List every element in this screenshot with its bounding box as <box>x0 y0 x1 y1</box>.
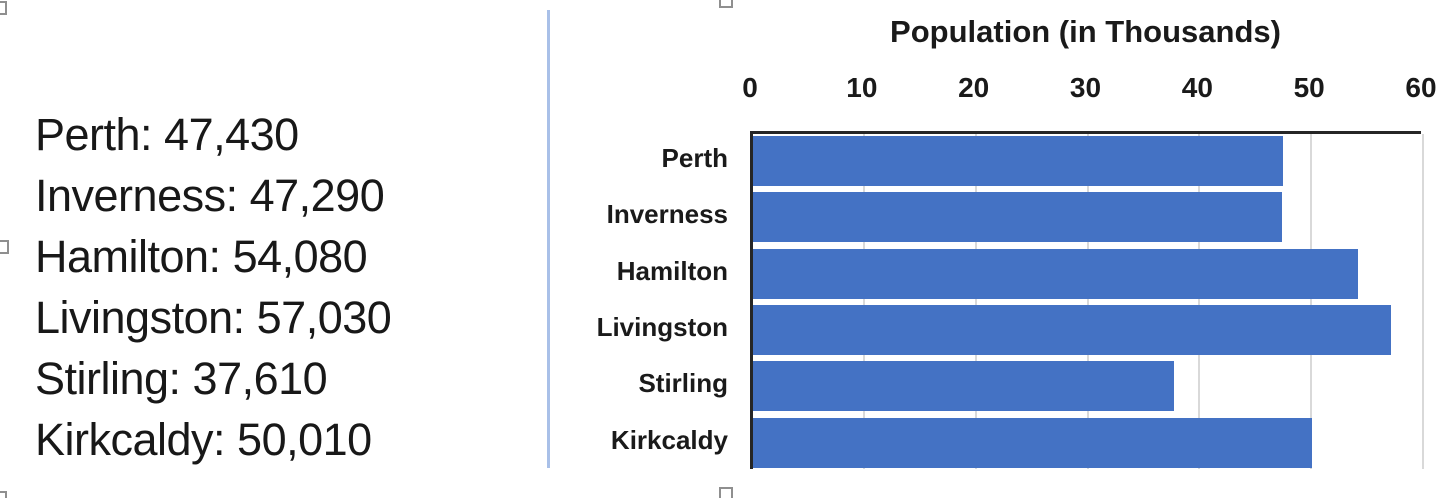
gridline <box>1086 134 1089 469</box>
bar-inverness <box>753 192 1282 243</box>
x-axis-tick-label: 0 <box>742 72 758 103</box>
x-axis-tick-label: 20 <box>958 72 990 103</box>
population-text-line: Hamilton: 54,080 <box>35 231 368 282</box>
gridline <box>1310 134 1313 469</box>
selection-handle-left-middle[interactable] <box>0 240 9 254</box>
gridline <box>862 134 865 469</box>
bar-perth <box>753 136 1284 186</box>
selection-handle-bottom-center[interactable] <box>719 487 733 498</box>
bar-kirkcaldy <box>753 417 1313 468</box>
selection-handle-top-center[interactable] <box>719 0 733 8</box>
category-label: Perth <box>661 143 728 173</box>
gridline <box>1198 134 1201 469</box>
y-axis-category-labels: Perth Inverness Hamilton Livingston Stirling… <box>540 131 728 469</box>
category-label: Livingston <box>596 312 728 342</box>
population-text-line: Inverness: 47,290 <box>35 170 385 221</box>
population-text-box[interactable]: Perth: 47,430 Inverness: 47,290 Hamilton: … <box>35 104 515 470</box>
x-axis-tick-labels: 0 10 20 30 40 50 60 <box>742 72 1436 104</box>
population-text-line: Perth: 47,430 <box>35 109 299 160</box>
gridline <box>974 134 977 469</box>
category-label: Hamilton <box>616 255 728 286</box>
bar-hamilton <box>753 248 1358 299</box>
category-label: Stirling <box>638 368 728 399</box>
selection-handle-bottom-left[interactable] <box>0 491 7 498</box>
plot-area <box>750 131 1424 469</box>
x-axis-tick-label: 60 <box>1405 72 1437 103</box>
selection-handle-top-left[interactable] <box>0 1 7 15</box>
divider-line <box>547 10 550 468</box>
category-label: Kirkcaldy <box>610 424 728 455</box>
population-text-line: Stirling: 37,610 <box>35 353 328 404</box>
x-axis-tick-label: 50 <box>1293 72 1325 103</box>
population-text-line: Kirkcaldy: 50,010 <box>35 414 372 465</box>
category-label: Inverness <box>606 199 728 230</box>
x-axis-tick-label: 30 <box>1069 72 1102 103</box>
x-axis-tick-label: 40 <box>1181 72 1213 103</box>
gridline <box>1422 134 1424 469</box>
x-axis-tick-label: 10 <box>846 72 878 103</box>
chart-title: Population (in Thousands) <box>890 14 1281 49</box>
population-text-line: Livingston: 57,030 <box>35 292 392 343</box>
bar-stirling <box>753 361 1174 412</box>
bar-livingston <box>753 305 1391 355</box>
